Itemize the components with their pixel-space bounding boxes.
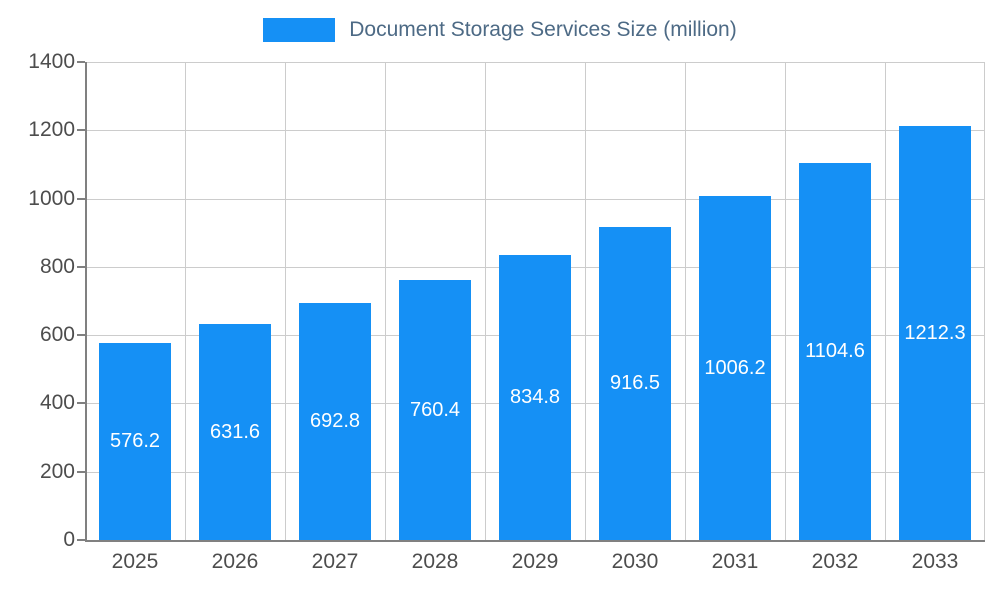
gridline-vertical — [984, 62, 985, 540]
gridline-horizontal — [85, 130, 985, 132]
y-tick-mark — [77, 129, 85, 132]
gridline-vertical — [585, 62, 586, 540]
bar-2029: 834.8 — [499, 254, 571, 540]
x-axis-tick-label: 2027 — [311, 550, 359, 573]
bar-2027: 692.8 — [299, 303, 371, 540]
x-axis-tick-label: 2026 — [211, 550, 259, 573]
gridline-vertical — [685, 62, 686, 540]
y-axis-tick-label: 1000 — [28, 186, 75, 210]
bar-value-label: 692.8 — [309, 410, 361, 433]
y-tick-mark — [77, 539, 85, 541]
y-axis-tick-label: 400 — [39, 391, 75, 415]
gridline-vertical — [785, 62, 786, 540]
x-axis-tick-label: 2032 — [811, 550, 859, 573]
y-tick-mark — [77, 265, 85, 268]
bar-value-label: 1212.3 — [904, 321, 966, 344]
y-tick-mark — [77, 197, 85, 200]
chart-legend: Document Storage Services Size (million) — [0, 18, 1000, 42]
y-axis-tick-label: 600 — [39, 323, 75, 347]
bar-value-label: 631.6 — [209, 420, 261, 443]
y-tick-mark — [77, 402, 85, 405]
x-axis-line — [85, 540, 985, 542]
gridline-horizontal — [85, 198, 985, 200]
y-axis-line — [85, 62, 87, 540]
x-axis-tick-label: 2029 — [511, 550, 559, 573]
x-axis-tick-label: 2028 — [411, 550, 459, 573]
bar-2030: 916.5 — [599, 227, 671, 540]
x-axis-tick-label: 2030 — [611, 550, 659, 573]
bar-value-label: 1104.6 — [805, 339, 865, 362]
y-axis-tick-label: 1200 — [28, 118, 75, 142]
y-tick-mark — [77, 61, 85, 63]
bar-2028: 760.4 — [399, 280, 471, 540]
gridline-vertical — [885, 62, 886, 540]
gridline-vertical — [485, 62, 486, 540]
bar-2032: 1104.6 — [799, 162, 871, 540]
legend-swatch — [263, 18, 336, 42]
x-axis-tick-label: 2031 — [711, 550, 759, 573]
gridline-horizontal — [85, 62, 985, 63]
y-axis-tick-label: 200 — [39, 459, 75, 483]
y-tick-mark — [77, 470, 85, 473]
y-tick-mark — [77, 334, 85, 337]
y-axis-tick-label: 0 — [63, 528, 75, 551]
gridline-vertical — [285, 62, 286, 540]
bar-value-label: 916.5 — [609, 372, 661, 395]
y-axis-tick-label: 800 — [39, 254, 75, 278]
bar-value-label: 834.8 — [509, 385, 561, 408]
bar-2026: 631.6 — [199, 324, 271, 540]
bar-2033: 1212.3 — [899, 126, 971, 540]
gridline-vertical — [185, 62, 186, 540]
gridline-vertical — [385, 62, 386, 540]
x-axis-tick-label: 2033 — [911, 550, 959, 573]
bar-2025: 576.2 — [99, 343, 171, 540]
bar-value-label: 576.2 — [109, 430, 161, 453]
legend-label: Document Storage Services Size (million) — [349, 18, 737, 41]
bar-2031: 1006.2 — [699, 196, 771, 540]
x-axis-tick-label: 2025 — [111, 550, 159, 573]
bar-value-label: 760.4 — [409, 398, 461, 421]
plot-area: 0 200 400 600 800 1000 1200 1400 576.2 2025 631.6 2… — [28, 50, 985, 573]
bar-value-label: 1006.2 — [704, 356, 766, 379]
y-axis-tick-label: 1400 — [28, 50, 75, 73]
